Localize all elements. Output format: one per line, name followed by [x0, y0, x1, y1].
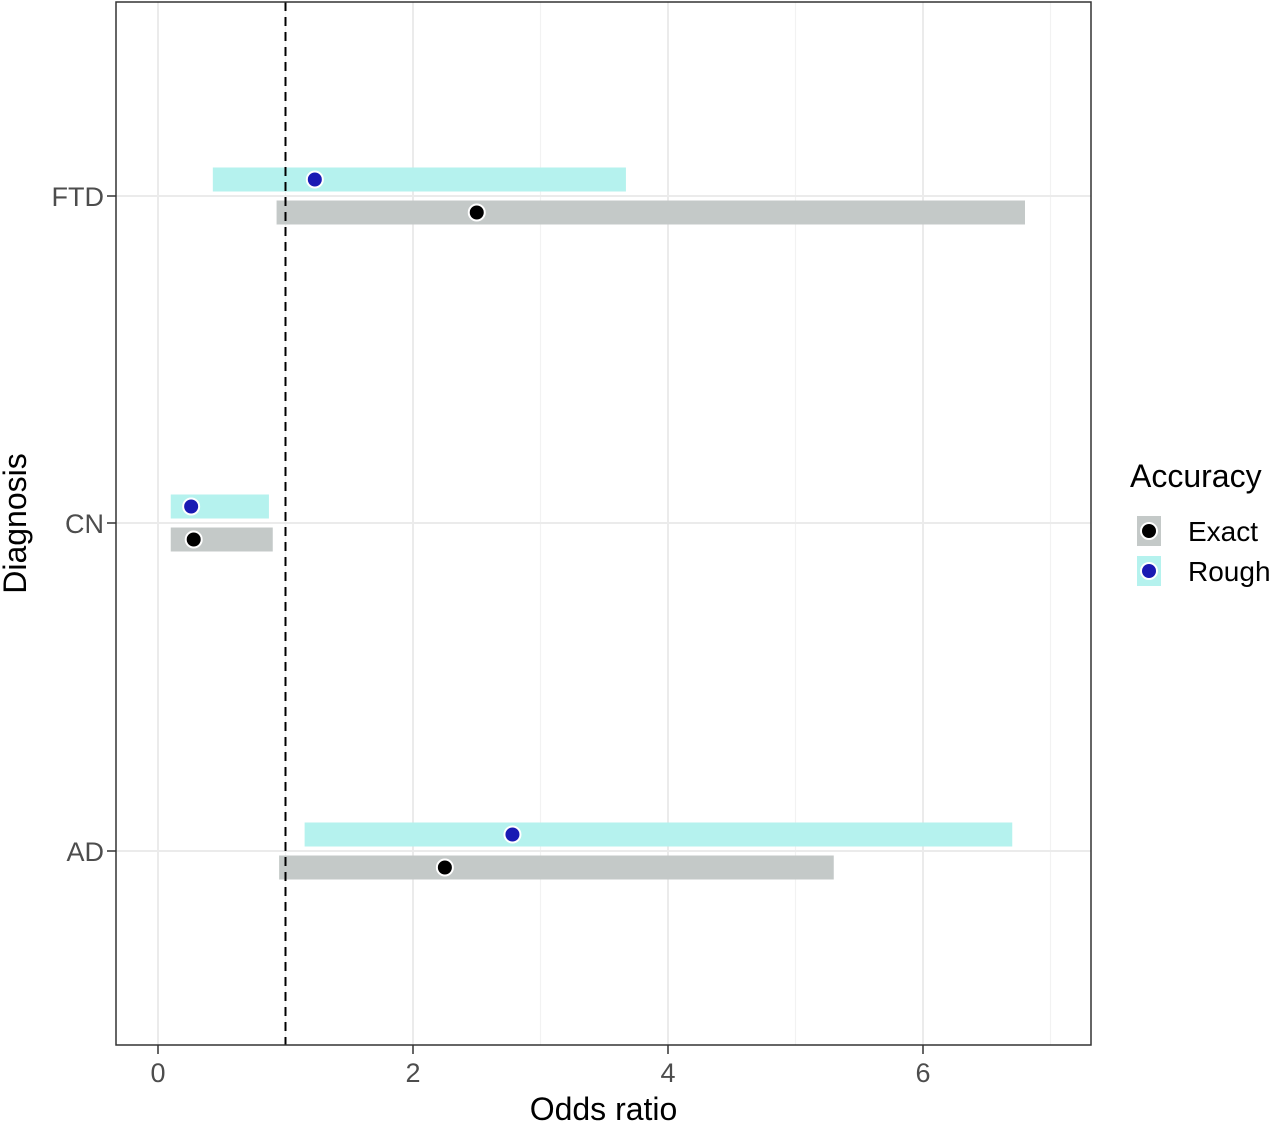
x-tick-label: 2: [405, 1058, 420, 1088]
y-tick-label: CN: [65, 509, 104, 539]
x-tick-label: 6: [915, 1058, 930, 1088]
point-exact-cn: [184, 530, 203, 549]
y-tick-label: FTD: [52, 182, 104, 212]
point-rough-ad: [503, 825, 522, 844]
point-rough-ftd: [305, 170, 324, 189]
point-rough-cn: [182, 497, 201, 516]
legend-dot-exact: [1140, 522, 1158, 540]
interval-bar-exact-ftd: [276, 200, 1025, 225]
legend-items: Exact Rough: [1137, 516, 1271, 587]
interval-bar-rough-ftd: [212, 167, 626, 192]
y-axis-title: Diagnosis: [0, 453, 33, 594]
interval-bar-rough-ad: [304, 822, 1013, 847]
interval-bar-exact-ad: [279, 855, 834, 880]
axes: 0 2 4 6 AD CN FTD: [52, 182, 931, 1088]
legend: Accuracy Exact Rough: [1130, 458, 1271, 587]
x-tick-label: 4: [660, 1058, 675, 1088]
point-exact-ftd: [467, 203, 486, 222]
legend-dot-rough: [1140, 562, 1158, 580]
legend-title: Accuracy: [1130, 458, 1262, 494]
x-axis-title: Odds ratio: [530, 1091, 678, 1122]
interval-bars: [170, 167, 1025, 880]
grid: [116, 2, 1091, 1045]
point-estimates: [182, 170, 522, 877]
x-tick-label: 0: [150, 1058, 165, 1088]
legend-label-exact: Exact: [1188, 516, 1258, 547]
legend-label-rough: Rough: [1188, 556, 1271, 587]
point-exact-ad: [435, 858, 454, 877]
y-tick-label: AD: [66, 837, 104, 867]
